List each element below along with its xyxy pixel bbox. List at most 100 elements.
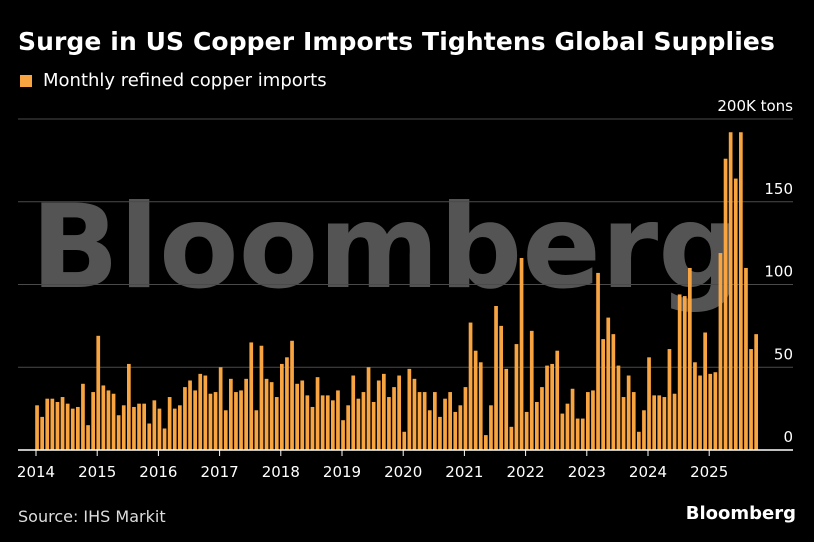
- bar: [662, 397, 667, 450]
- bar: [198, 373, 203, 450]
- bar: [453, 411, 458, 450]
- legend-swatch: [20, 74, 32, 87]
- x-tick-label: 2021: [445, 463, 483, 481]
- bar: [611, 334, 616, 450]
- bar: [535, 402, 539, 450]
- bar: [647, 357, 651, 450]
- bar: [718, 253, 723, 450]
- bar: [183, 387, 187, 450]
- bar: [336, 390, 340, 450]
- bar: [606, 317, 611, 450]
- bar: [341, 420, 345, 450]
- y-tick-label: 150: [764, 180, 793, 198]
- bar: [642, 410, 646, 450]
- bar: [40, 416, 44, 450]
- bar: [162, 428, 167, 450]
- bar: [621, 397, 626, 450]
- bar: [295, 383, 299, 450]
- bar: [331, 400, 335, 450]
- bar: [55, 402, 60, 450]
- bar: [315, 377, 320, 450]
- bar: [111, 393, 116, 450]
- bar: [657, 395, 662, 450]
- y-tick-label: 100: [764, 263, 793, 281]
- bar: [387, 397, 391, 450]
- bar: [70, 408, 75, 451]
- bar: [366, 367, 371, 450]
- bar: [478, 362, 483, 450]
- chart-title: Surge in US Copper Imports Tightens Glob…: [18, 27, 775, 56]
- x-tick-label: 2024: [629, 463, 667, 481]
- bar: [91, 392, 95, 450]
- bar: [754, 334, 758, 450]
- bar: [529, 330, 534, 450]
- bar: [223, 410, 228, 450]
- bar: [443, 398, 447, 450]
- x-tick-label: 2019: [323, 463, 361, 481]
- x-tick-label: 2016: [139, 463, 177, 481]
- bar: [631, 392, 636, 450]
- bar: [280, 363, 284, 450]
- bar: [106, 390, 111, 450]
- bar: [412, 378, 417, 450]
- bar: [509, 426, 514, 450]
- bar: [346, 405, 350, 450]
- bar: [448, 392, 452, 450]
- x-tick-label: 2020: [384, 463, 422, 481]
- bar: [351, 375, 356, 450]
- bar: [178, 405, 182, 450]
- bar: [489, 405, 493, 450]
- bar: [565, 403, 570, 450]
- bar: [708, 373, 713, 450]
- bar: [504, 368, 509, 450]
- bar: [703, 332, 707, 450]
- bar: [586, 392, 590, 450]
- bar: [116, 415, 121, 450]
- bar: [484, 435, 488, 450]
- legend-label: Monthly refined copper imports: [43, 70, 327, 91]
- bar: [254, 410, 259, 450]
- bar: [142, 403, 146, 450]
- bar: [382, 373, 386, 450]
- bar: [524, 411, 529, 450]
- bar: [575, 418, 580, 450]
- x-tick-label: 2022: [507, 463, 545, 481]
- bar: [167, 397, 172, 450]
- bar: [249, 342, 254, 450]
- bar: [285, 357, 289, 450]
- bar: [667, 349, 672, 450]
- bar: [86, 425, 90, 450]
- bar: [468, 322, 473, 450]
- bar: [320, 395, 325, 450]
- x-tick-label: 2015: [78, 463, 116, 481]
- bar: [361, 392, 366, 450]
- bar: [499, 325, 503, 451]
- bar: [402, 431, 407, 450]
- bar: [473, 350, 478, 450]
- bar: [81, 383, 85, 450]
- y-tick-label: 50: [774, 345, 793, 363]
- bar: [626, 375, 631, 450]
- y-tick-label: 0: [783, 428, 793, 446]
- x-tick-label: 2023: [568, 463, 606, 481]
- bar: [290, 340, 294, 450]
- bar: [728, 132, 733, 451]
- bar: [550, 363, 554, 450]
- bar: [213, 392, 218, 450]
- bar: [616, 365, 621, 450]
- bar: [188, 380, 192, 450]
- bar: [733, 178, 738, 450]
- bar: [376, 380, 381, 450]
- bar: [672, 393, 677, 450]
- bar: [137, 403, 141, 450]
- bar: [652, 395, 656, 450]
- bar: [132, 406, 136, 450]
- bar: [545, 365, 549, 450]
- bar: [234, 392, 238, 450]
- watermark: Bloomberg: [31, 180, 741, 315]
- bar: [50, 398, 55, 450]
- bar: [229, 378, 233, 450]
- bar: [203, 375, 208, 450]
- bar: [555, 350, 560, 450]
- bar: [96, 335, 101, 450]
